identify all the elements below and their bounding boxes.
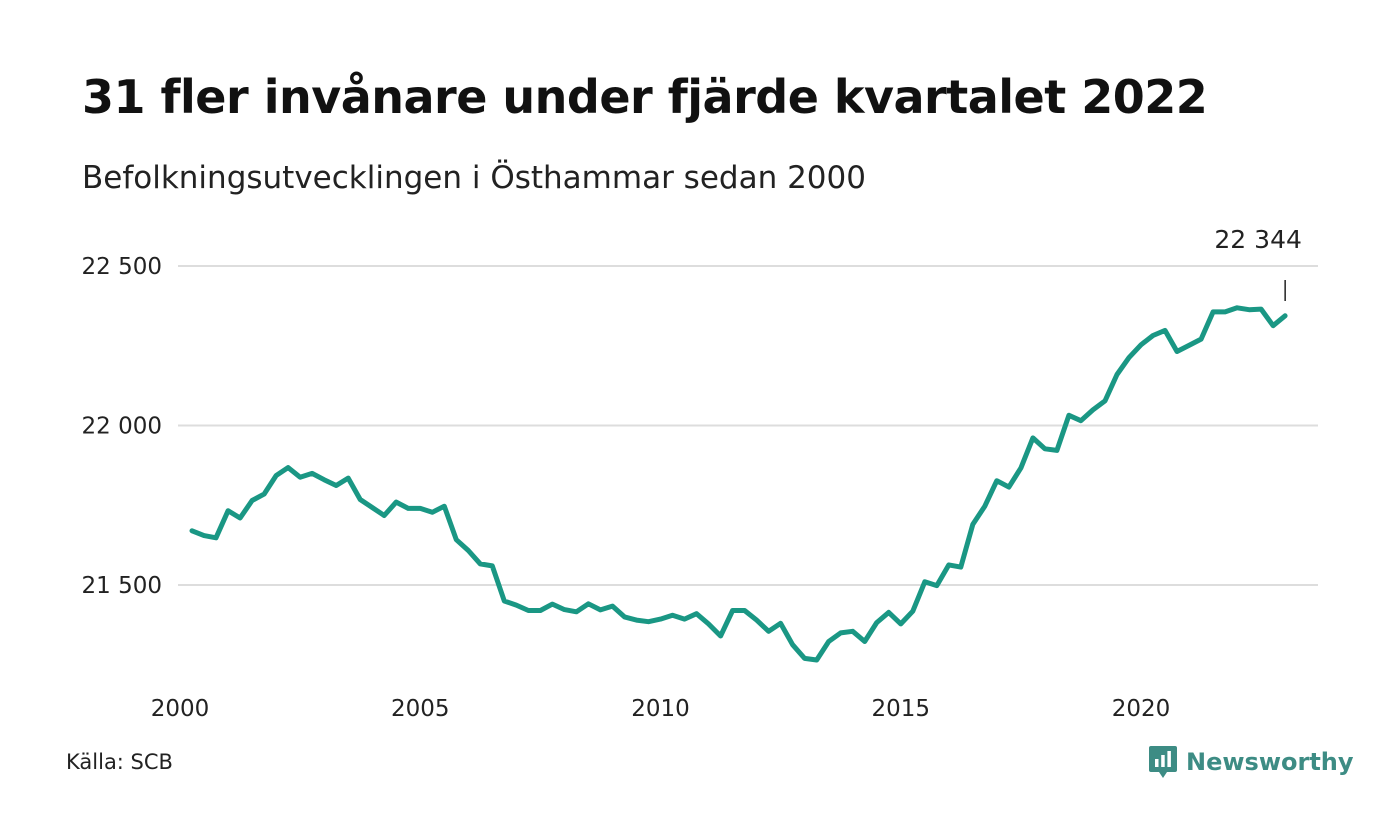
brand-name: Newsworthy: [1186, 748, 1354, 776]
x-tick-label: 2010: [631, 696, 690, 722]
x-tick-label: 2015: [871, 696, 930, 722]
y-tick-label: 21 500: [82, 573, 162, 599]
grid-layer: [178, 265, 1318, 586]
y-axis-ticks: 21 500 22 000 22 500: [82, 254, 162, 599]
x-tick-label: 2005: [391, 696, 450, 722]
y-tick-label: 22 500: [82, 254, 162, 280]
population-series-line: [189, 305, 1288, 663]
x-tick-label: 2000: [151, 696, 210, 722]
page-title: 31 fler invånare under fjärde kvartalet …: [82, 70, 1208, 124]
end-value-label: 22 344: [1214, 225, 1301, 254]
chart-subtitle: Befolkningsutvecklingen i Östhammar seda…: [82, 160, 866, 196]
x-tick-label: 2020: [1112, 696, 1171, 722]
x-axis-ticks: 2000 2005 2010 2015 2020: [151, 696, 1171, 722]
newsworthy-logo-icon: [1149, 746, 1177, 778]
source-note: Källa: SCB: [66, 750, 173, 774]
y-tick-label: 22 000: [82, 414, 162, 440]
brand-logo: Newsworthy: [1148, 744, 1354, 780]
